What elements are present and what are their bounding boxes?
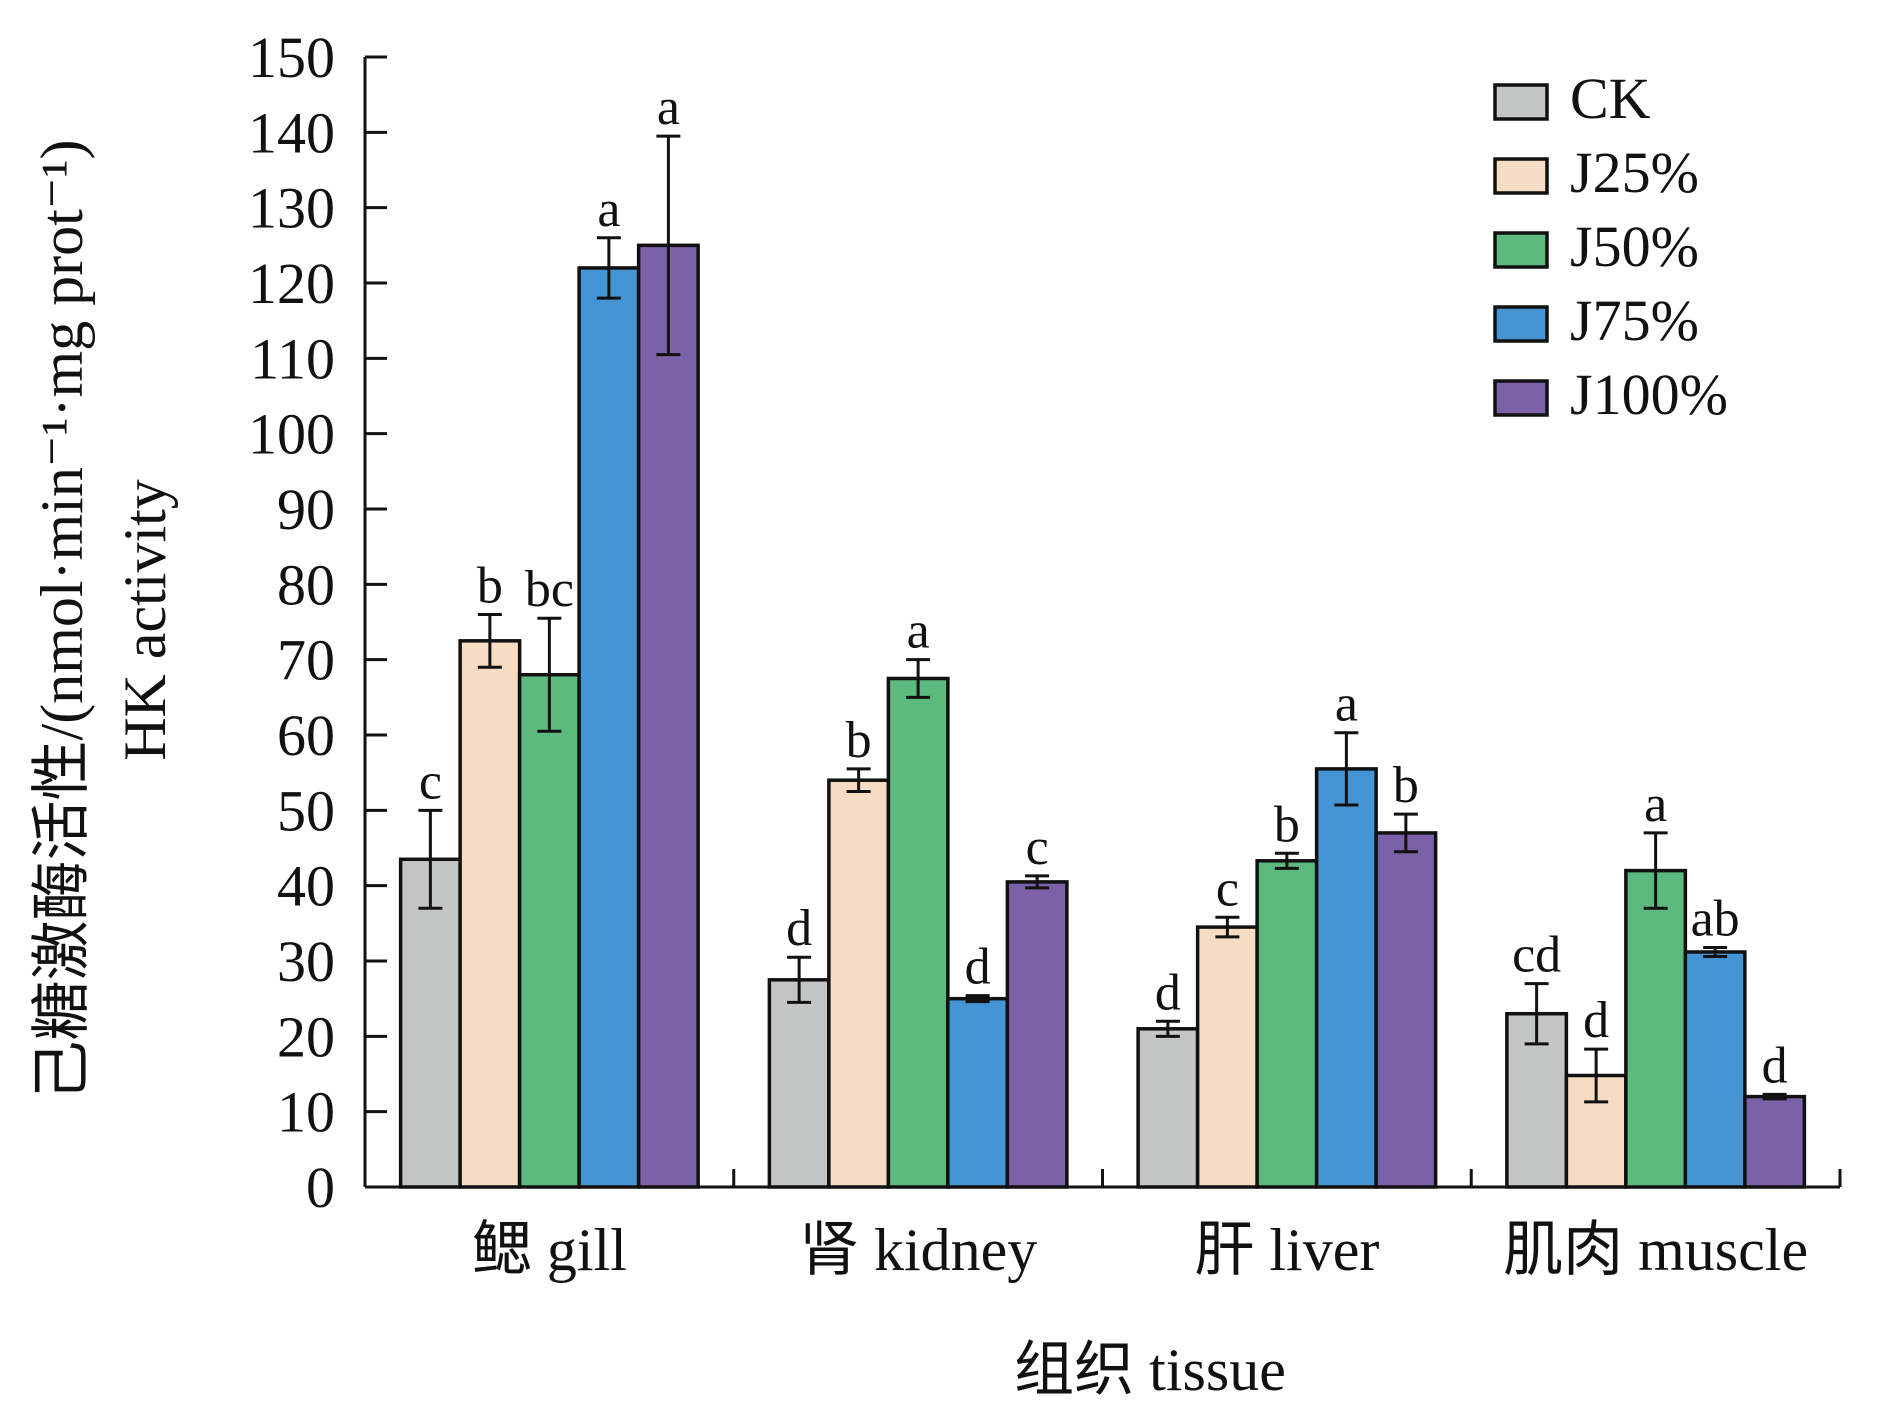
x-axis-title: 组织 tissue	[1014, 1337, 1286, 1403]
bar-j75pct	[1314, 767, 1378, 1189]
y-tick-label: 110	[250, 326, 335, 391]
bar-j75pct	[577, 266, 641, 1189]
y-tick-label: 50	[277, 778, 335, 843]
bar-j75pct	[1683, 950, 1747, 1189]
legend-swatch-j50pct	[1493, 231, 1549, 269]
x-category-label: 肾 kidney	[799, 1217, 1037, 1283]
bar-j100pct	[1743, 1094, 1807, 1189]
legend-swatch-j100pct	[1493, 379, 1549, 417]
legend-label: J100%	[1570, 362, 1728, 427]
legend-swatch-j25pct	[1493, 157, 1549, 195]
x-category-label: 肝 liver	[1194, 1217, 1379, 1283]
bar-j100pct	[1005, 880, 1069, 1189]
significance-label: ab	[1691, 890, 1740, 947]
significance-label: a	[1644, 776, 1667, 833]
y-tick-label: 90	[277, 477, 335, 542]
bar-j100pct	[636, 243, 700, 1189]
y-tick-label: 60	[277, 703, 335, 768]
significance-label: c	[1026, 819, 1049, 876]
significance-label: a	[597, 181, 620, 238]
legend-swatch-ck	[1493, 83, 1549, 121]
significance-label: d	[1155, 964, 1181, 1021]
y-tick-label: 10	[277, 1080, 335, 1145]
significance-label: a	[1335, 676, 1358, 733]
significance-label: b	[1274, 796, 1300, 853]
bars	[398, 134, 1807, 1189]
significance-label: d	[1583, 992, 1609, 1049]
y-tick-label: 80	[277, 552, 335, 617]
legend-label: J50%	[1570, 214, 1699, 279]
legend: CK J25% J50% J75% J100%	[1493, 66, 1728, 427]
legend-label: J25%	[1570, 140, 1699, 205]
bar-j25pct	[1195, 925, 1259, 1189]
y-tick-label: 70	[277, 628, 335, 693]
significance-label: d	[786, 900, 812, 957]
x-category-label: 鳃 gill	[472, 1217, 627, 1283]
legend-label: J75%	[1570, 288, 1699, 353]
y-tick-label: 0	[306, 1155, 335, 1220]
y-tick-label: 130	[248, 176, 335, 241]
bar-j100pct	[1374, 831, 1438, 1189]
y-axis-title-chinese: 己糖激酶活性/(nmol·min⁻¹·mg prot⁻¹)	[29, 140, 95, 1101]
bar-j50pct	[517, 672, 581, 1189]
significance-label: b	[846, 712, 872, 769]
bar-j50pct	[1624, 868, 1688, 1189]
bar-j50pct	[1255, 859, 1319, 1189]
significance-label: c	[1216, 860, 1239, 917]
bar-ck	[767, 978, 831, 1189]
bar-ck	[1136, 1027, 1200, 1189]
significance-label: b	[477, 557, 503, 614]
bar-ck	[398, 857, 462, 1189]
bar-j75pct	[946, 996, 1010, 1189]
legend-label: CK	[1570, 66, 1651, 131]
legend-swatch-j75pct	[1493, 305, 1549, 343]
significance-label: cd	[1512, 927, 1561, 984]
y-tick-label: 140	[248, 100, 335, 165]
significance-label: d	[1762, 1037, 1788, 1094]
bar-j50pct	[886, 676, 950, 1189]
significance-label: a	[657, 79, 680, 136]
y-tick-label: 150	[248, 25, 335, 90]
significance-label: a	[907, 603, 930, 660]
y-tick-label: 20	[277, 1004, 335, 1069]
axes: 0 10 20 30 40 50 60 70 80 90 100 110 120 130 140 150 鳃 g…	[248, 25, 1842, 1283]
x-category-label: 肌肉 muscle	[1503, 1217, 1808, 1283]
bar-j25pct	[827, 778, 891, 1189]
y-axis-title-english: HK activity	[112, 479, 178, 761]
y-tick-label: 120	[248, 251, 335, 316]
significance-label: d	[965, 939, 991, 996]
y-tick-label: 40	[277, 854, 335, 919]
significance-label: c	[419, 753, 442, 810]
y-tick-label: 100	[248, 402, 335, 467]
significance-label: b	[1393, 757, 1419, 814]
y-tick-label: 30	[277, 929, 335, 994]
bar-j25pct	[458, 639, 522, 1189]
significance-label: bc	[525, 561, 574, 618]
